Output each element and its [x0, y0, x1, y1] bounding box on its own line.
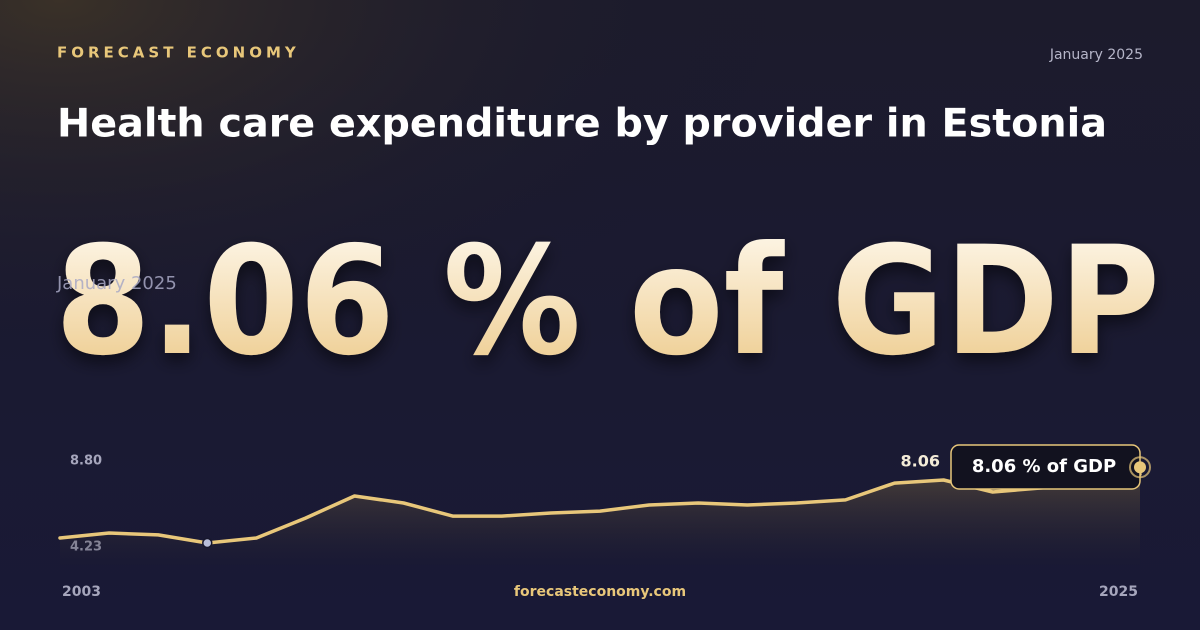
title: Health care expenditure by provider in E… [57, 102, 1107, 147]
headline-value: 8.06 % of GDP [55, 215, 1160, 389]
brand: FORECAST ECONOMY [57, 44, 300, 62]
headline-date: January 2025 [56, 273, 177, 294]
data-label: 8.06 [901, 452, 940, 471]
sparkline: 8.804.23200320258.068.06 % of GDP [58, 444, 1151, 600]
end-point [1134, 461, 1146, 474]
end-point-ring [1129, 456, 1151, 479]
footer-url: forecasteconomy.com [514, 584, 686, 600]
callout-text: 8.06 % of GDP [972, 456, 1116, 477]
y-tick-label: 8.80 [70, 454, 102, 469]
x-tick-label: 2003 [62, 584, 101, 600]
area [60, 474, 1140, 565]
x-tick-label: 2025 [1099, 584, 1138, 600]
date: January 2025 [1049, 47, 1143, 63]
min-point [202, 537, 213, 549]
